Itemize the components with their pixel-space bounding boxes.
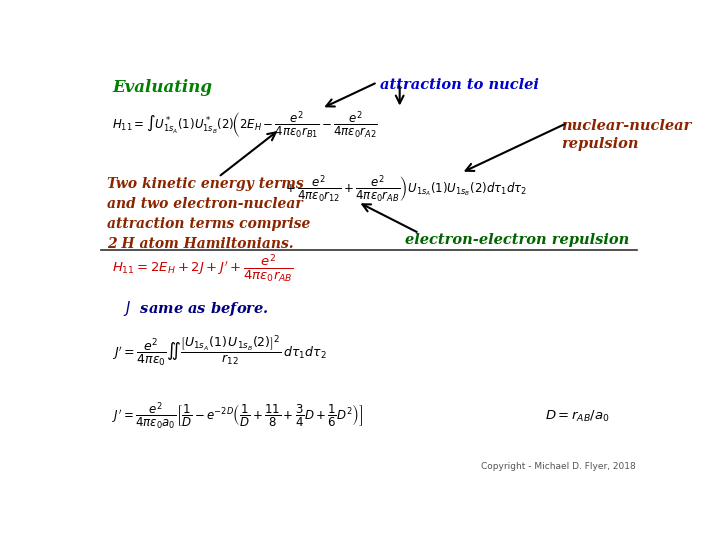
Text: $J$  same as before.: $J$ same as before. bbox=[124, 299, 269, 318]
Text: electron-electron repulsion: electron-electron repulsion bbox=[405, 233, 629, 247]
Text: $\left.+\dfrac{e^2}{4\pi\varepsilon_0 r_{12}}+\dfrac{e^2}{4\pi\varepsilon_0 r_{A: $\left.+\dfrac{e^2}{4\pi\varepsilon_0 r_… bbox=[282, 174, 527, 205]
Text: attraction to nuclei: attraction to nuclei bbox=[380, 78, 539, 92]
Text: Two kinetic energy terms
and two electron-nuclear
attraction terms comprise
2 H : Two kinetic energy terms and two electro… bbox=[107, 177, 310, 251]
Text: Evaluating: Evaluating bbox=[112, 79, 212, 96]
Text: $D=r_{AB}/a_0$: $D=r_{AB}/a_0$ bbox=[545, 409, 610, 424]
Text: $H_{11}=2E_H+2J+J'+\dfrac{e^2}{4\pi\varepsilon_0 r_{AB}}$: $H_{11}=2E_H+2J+J'+\dfrac{e^2}{4\pi\vare… bbox=[112, 253, 294, 285]
Text: $H_{11}=\int U^*_{1s_A}(1)U^*_{1s_B}(2)\!\left(2E_H - \dfrac{e^2}{4\pi\varepsilo: $H_{11}=\int U^*_{1s_A}(1)U^*_{1s_B}(2)\… bbox=[112, 110, 378, 141]
Text: $J'=\dfrac{e^2}{4\pi\varepsilon_0}\iint\dfrac{\left[U_{1s_A}(1)\,U_{1s_B}(2)\rig: $J'=\dfrac{e^2}{4\pi\varepsilon_0}\iint\… bbox=[112, 334, 327, 369]
Text: $J'=\dfrac{e^2}{4\pi\varepsilon_0 a_0}\left[\dfrac{1}{D}-e^{-2D}\left(\dfrac{1}{: $J'=\dfrac{e^2}{4\pi\varepsilon_0 a_0}\l… bbox=[112, 401, 364, 432]
Text: nuclear-nuclear
repulsion: nuclear-nuclear repulsion bbox=[562, 119, 692, 151]
Text: Copyright - Michael D. Flyer, 2018: Copyright - Michael D. Flyer, 2018 bbox=[481, 462, 635, 471]
